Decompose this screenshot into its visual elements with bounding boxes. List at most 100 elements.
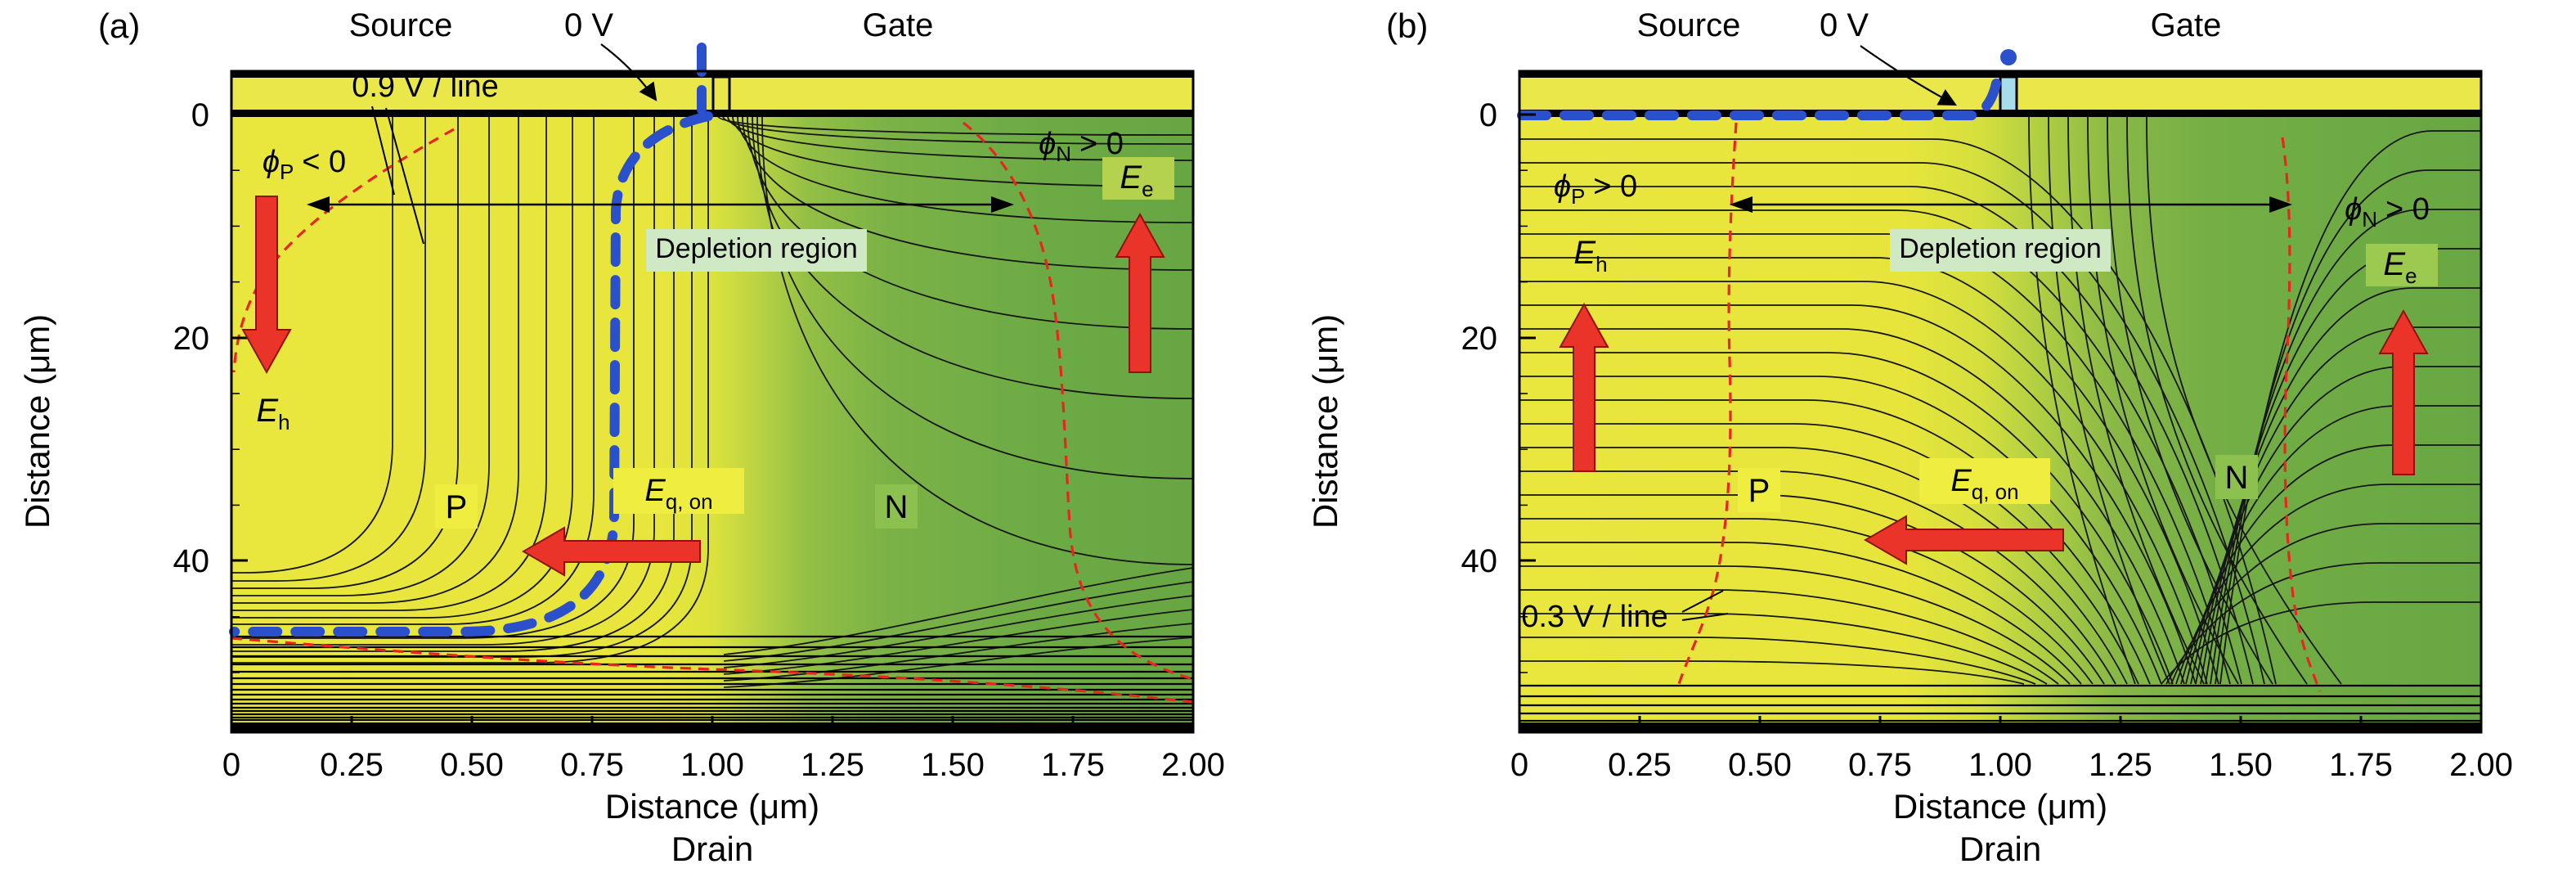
e-q-field-arrow — [522, 526, 701, 577]
zero-volt-pointer-arrow — [1860, 45, 1957, 106]
e-q-field-arrow — [1864, 515, 2064, 565]
e-q-on-label-box — [613, 468, 744, 514]
contour-line — [723, 595, 1194, 668]
contour-line — [1519, 518, 2094, 685]
panel-b-plot: 0 0.25 0.50 0.75 1.00 1.25 1.50 1.75 2.00 0 20 40 (… — [1306, 7, 2513, 868]
contour-line — [1519, 565, 2071, 685]
panel-tag: (a) — [98, 7, 140, 45]
phi-p-label: ϕP > 0 — [1554, 169, 1637, 209]
panel-tag: (b) — [1386, 7, 1428, 45]
contour-line — [2161, 601, 2481, 685]
e-h-label: Eh — [256, 393, 289, 434]
axis-ticks — [230, 113, 1195, 732]
e-q-on-label: Eq, on — [644, 474, 712, 514]
field-arrows — [241, 196, 1165, 577]
contour-line — [723, 609, 1194, 675]
contour-note-pointer-1 — [1681, 590, 1724, 613]
surface-line — [231, 110, 1193, 117]
zero-volt-pointer-arrow — [600, 43, 657, 101]
x-axis-label: Distance (μm) — [1893, 787, 2107, 826]
zero-volt-label: 0 V — [564, 7, 613, 43]
contour-line — [1519, 637, 2036, 685]
surface-line — [1519, 110, 2481, 117]
depletion-boundary-left — [232, 128, 455, 373]
contour-line — [1519, 613, 2048, 685]
contour-line — [2210, 209, 2481, 685]
contour-line — [2028, 115, 2136, 685]
x-tick-label: 0 — [1510, 747, 1528, 783]
contour-line — [2048, 115, 2170, 685]
contour-line — [1519, 138, 2277, 685]
contour-line — [231, 116, 459, 589]
contour-line — [1519, 304, 2197, 685]
e-h-field-arrow — [1559, 302, 1609, 472]
y-tick-label: 20 — [173, 321, 210, 357]
e-q-on-label-box — [1919, 458, 2050, 504]
x-tick-label: 1.50 — [2209, 747, 2273, 783]
x-tick-label: 0.25 — [1608, 747, 1672, 783]
p-region-label-box — [1738, 468, 1780, 512]
source-gate-gap — [711, 75, 731, 115]
n-region-label-box — [875, 484, 918, 529]
e-q-on-label: Eq, on — [1950, 464, 2018, 504]
x-tick-label: 0.50 — [1728, 747, 1792, 783]
x-tick-label: 1.50 — [921, 747, 985, 783]
contour-line — [231, 116, 595, 625]
x-tick-label: 2.00 — [1161, 747, 1225, 783]
x-tick-label: 1.25 — [2089, 747, 2152, 783]
source-label: Source — [349, 7, 453, 43]
y-axis-label: Distance (μm) — [18, 314, 56, 529]
drain-label: Drain — [1959, 830, 2041, 868]
axis-tick-labels: 0 0.25 0.50 0.75 1.00 1.25 1.50 1.75 2.00 0 20 40 — [1461, 97, 2513, 783]
panel-a-plot: 0 0.25 0.50 0.75 1.00 1.25 1.50 1.75 2.00 0 20 40 (… — [18, 7, 1225, 868]
depletion-boundary-right — [2281, 137, 2322, 692]
contour-line — [231, 116, 490, 596]
contour-line — [2200, 287, 2481, 685]
contour-line — [231, 116, 547, 611]
e-e-label: Ee — [1120, 160, 1153, 201]
x-tick-label: 1.00 — [680, 747, 744, 783]
n-region-label: N — [2225, 460, 2249, 496]
x-tick-label: 0.25 — [320, 747, 384, 783]
e-e-field-arrow — [2378, 308, 2429, 475]
y-axis-label: Distance (μm) — [1306, 314, 1344, 529]
phi-n-label: ϕN > 0 — [2345, 192, 2430, 232]
gate-label: Gate — [2151, 7, 2222, 43]
contour-line — [723, 581, 1194, 662]
depletion-extent-arrow — [307, 196, 1014, 213]
n-region-label: N — [885, 489, 909, 525]
contour-line — [231, 116, 426, 582]
axis-ticks — [1518, 113, 2483, 732]
p-region-label: P — [446, 489, 468, 525]
contour-line — [752, 115, 1194, 399]
phi-p-label: ϕP < 0 — [263, 145, 346, 184]
depletion-boundary-left — [1677, 122, 1738, 685]
x-axis-label: Distance (μm) — [605, 787, 819, 826]
contour-line — [231, 116, 573, 619]
source-gate-gap-contact — [1999, 75, 2018, 115]
contour-line — [2190, 366, 2481, 685]
axis-tick-labels: 0 0.25 0.50 0.75 1.00 1.25 1.50 1.75 2.00 0 20 40 — [173, 97, 1225, 783]
contour-line — [2087, 115, 2239, 685]
x-tick-label: 1.75 — [2329, 747, 2393, 783]
contour-note-pointer-2 — [1681, 613, 1729, 621]
contour-line — [2195, 326, 2481, 685]
contour-line — [1519, 186, 2254, 685]
e-e-label-box — [1102, 157, 1174, 200]
p-region-label-box — [435, 484, 478, 529]
gap-contact-dot — [2000, 49, 2017, 65]
y-tick-label: 40 — [1461, 543, 1498, 579]
contour-line — [1519, 447, 2128, 685]
x-tick-label: 0 — [222, 747, 240, 783]
e-e-field-arrow — [1115, 212, 1165, 373]
contour-line — [1519, 209, 2242, 685]
zero-volt-contour — [1517, 79, 2001, 120]
contour-line — [231, 116, 519, 604]
contour-note-pointer-2 — [385, 107, 424, 245]
contour-line — [2170, 523, 2481, 685]
depletion-region-label-box — [1890, 229, 2111, 272]
contour-interval-note: 0.3 V / line — [1521, 600, 1668, 634]
gate-label: Gate — [863, 7, 934, 43]
x-tick-label: 1.75 — [1041, 747, 1105, 783]
